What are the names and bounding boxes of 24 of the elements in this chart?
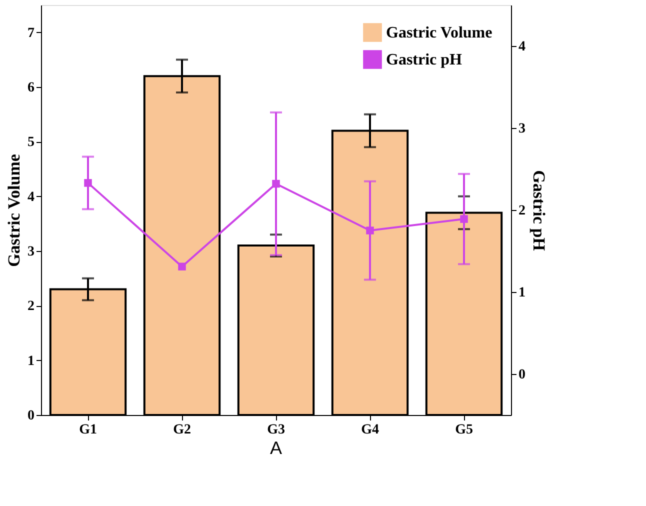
y2-tick-label: 1: [518, 286, 526, 300]
y-tick-label: 4: [28, 190, 34, 205]
x-tick-label: G1: [79, 422, 97, 438]
text: A: [270, 438, 282, 458]
y-tick-label: 7: [28, 26, 34, 41]
y-tick-label: 5: [28, 135, 34, 150]
y2-tick-label: 3: [518, 122, 526, 136]
y-tick-label: 0: [28, 408, 34, 424]
y2-tick-label: 4: [518, 40, 526, 54]
x-tick-label: G5: [455, 422, 473, 438]
point: [178, 262, 186, 270]
x-tick-label: G3: [267, 422, 285, 438]
y2-tick-label: 0: [518, 368, 526, 382]
legend-label: Gastric pH: [386, 52, 463, 68]
y-tick-label: 1: [28, 354, 34, 369]
y-tick-label: 6: [28, 80, 34, 96]
legend-label: Gastric Volume: [386, 24, 492, 42]
y2-tick-label: 2: [518, 204, 526, 218]
y2-axis-title: Gastric pH: [530, 170, 548, 251]
x-tick-label: G4: [361, 422, 379, 438]
y-tick-label: 3: [28, 244, 34, 260]
y-tick-label: 2: [28, 299, 34, 314]
x-tick-label: G2: [173, 422, 191, 438]
y-axis-title: Gastric Volume: [4, 154, 24, 267]
